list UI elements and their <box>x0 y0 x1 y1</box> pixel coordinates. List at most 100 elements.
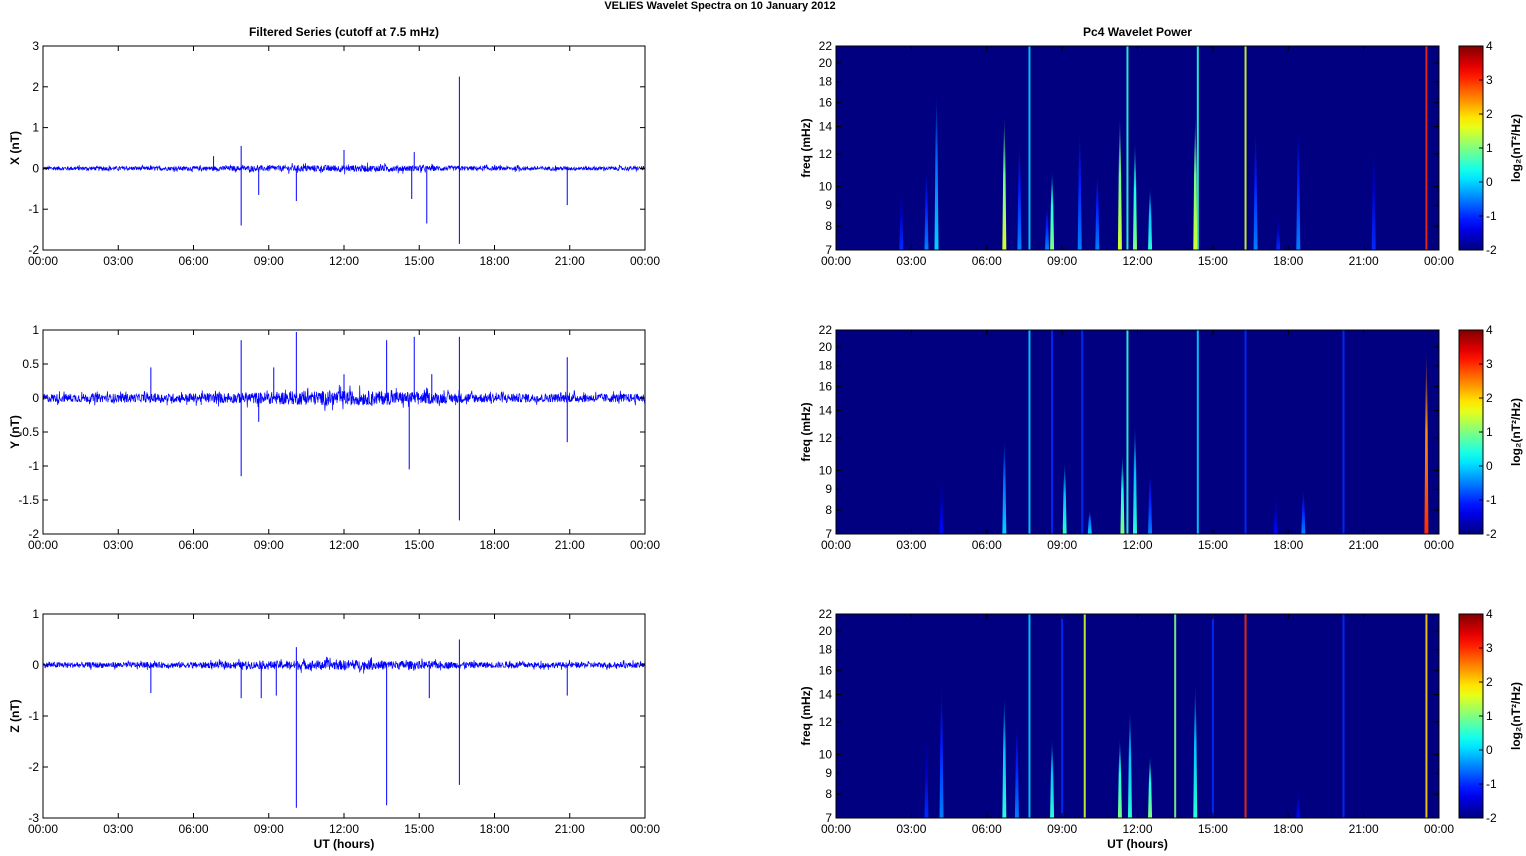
wavelet-power-event <box>939 470 944 534</box>
colorbar-tick-label: 3 <box>1486 641 1493 655</box>
x-tick-label: 03:00 <box>103 254 133 268</box>
wavelet-power-event <box>1083 614 1086 818</box>
y-tick-label: 18 <box>819 359 833 373</box>
wavelet-power-event <box>1425 614 1428 818</box>
y-tick-label: 20 <box>819 56 833 70</box>
y-tick-label: 20 <box>819 340 833 354</box>
y-tick-label: 18 <box>819 643 833 657</box>
x-tick-label: 06:00 <box>178 254 208 268</box>
wavelet-power-event <box>1095 169 1100 250</box>
colorbar-tick-label: 1 <box>1486 425 1493 439</box>
wavelet-power-event <box>1126 330 1129 534</box>
y-tick-label: 18 <box>819 75 833 89</box>
colorbar: -2 -1 0 1 2 3 4 log₂(nT²/Hz) <box>1458 607 1523 825</box>
colorbar-tick-label: -1 <box>1486 493 1497 507</box>
y-tick-label: 2 <box>32 80 39 94</box>
wavelet-power-event <box>1253 126 1258 250</box>
spectrogram-background <box>836 330 1439 534</box>
panel-title: Pc4 Wavelet Power <box>1083 25 1192 39</box>
x-tick-label: 06:00 <box>972 254 1002 268</box>
wavelet-power-event <box>1301 489 1306 534</box>
wavelet-power-event <box>1126 46 1129 250</box>
y-tick-label: 7 <box>825 243 832 257</box>
y-tick-label: 16 <box>819 96 833 110</box>
panel-title: Filtered Series (cutoff at 7.5 mHz) <box>249 25 439 39</box>
colorbar-tick-label: -2 <box>1486 243 1497 257</box>
colorbar-tick-label: 0 <box>1486 175 1493 189</box>
wavelet-power-event <box>1148 186 1153 250</box>
wavelet-power-event <box>1028 46 1031 250</box>
wavelet-power-event <box>939 682 944 818</box>
x-tick-label: 00:00 <box>821 254 851 268</box>
colorbar: -2 -1 0 1 2 3 4 log₂(nT²/Hz) <box>1458 323 1523 541</box>
y-axis-label: X (nT) <box>8 131 22 165</box>
x-tick-label: 09:00 <box>254 822 284 836</box>
x-tick-label: 00:00 <box>28 254 58 268</box>
colorbar-tick-label: 4 <box>1486 323 1493 337</box>
y-tick-label: 7 <box>825 527 832 541</box>
wavelet-power-event <box>1014 721 1019 818</box>
wavelet-power-event <box>1002 114 1007 250</box>
x-tick-label: 00:00 <box>630 538 660 552</box>
x-tick-label: 00:00 <box>821 822 851 836</box>
colorbar-tick-label: 1 <box>1486 141 1493 155</box>
x-tick-label: 12:00 <box>329 254 359 268</box>
y-tick-label: 12 <box>819 431 833 445</box>
wavelet-power-event <box>1193 114 1198 250</box>
colorbar-tick-label: -2 <box>1486 527 1497 541</box>
x-tick-label: 03:00 <box>103 538 133 552</box>
x-tick-label: 06:00 <box>178 822 208 836</box>
colorbar-tick-label: 0 <box>1486 743 1493 757</box>
colorbar-label: log₂(nT²/Hz) <box>1509 398 1523 466</box>
y-tick-label: 12 <box>819 715 833 729</box>
wavelet-power-event <box>1081 330 1084 534</box>
y-tick-label: 9 <box>825 482 832 496</box>
y-tick-label: 22 <box>819 607 833 621</box>
wavelet-power-event <box>1193 682 1198 818</box>
x-tick-label: 12:00 <box>1122 254 1152 268</box>
wavelet-power-event <box>1050 169 1055 250</box>
y-tick-label: 7 <box>825 811 832 825</box>
wavelet-power-event <box>1244 46 1247 250</box>
x-tick-label: 15:00 <box>404 538 434 552</box>
wavelet-power-event <box>1424 346 1429 534</box>
x-tick-label: 09:00 <box>1047 254 1077 268</box>
y-tick-label: -1 <box>28 709 39 723</box>
colorbar: -2 -1 0 1 2 3 4 log₂(nT²/Hz) <box>1458 39 1523 257</box>
x-tick-label: 09:00 <box>254 254 284 268</box>
x-tick-label: 15:00 <box>404 822 434 836</box>
wavelet-power-event <box>924 737 929 818</box>
y-tick-label: -3 <box>28 811 39 825</box>
y-tick-label: 9 <box>825 766 832 780</box>
y-tick-label: 0 <box>32 658 39 672</box>
x-axis-label: UT (hours) <box>314 837 375 851</box>
colorbar-tick-label: 3 <box>1486 357 1493 371</box>
x-tick-label: 18:00 <box>479 254 509 268</box>
wavelet-power-event <box>1244 330 1247 534</box>
wavelet-power-event <box>1342 330 1345 534</box>
x-tick-label: 12:00 <box>1122 538 1152 552</box>
y-tick-label: 10 <box>819 747 833 761</box>
wavelet-power-event <box>1045 205 1050 250</box>
wavelet-power-event <box>924 169 929 250</box>
wavelet-power-event <box>1002 437 1007 534</box>
timeseries-z-panel: -3 -2 -1 0 1 Z (nT) 00:00 03:00 06:00 09:00 12:00 1… <box>8 607 660 851</box>
x-tick-label: 06:00 <box>972 538 1002 552</box>
wavelet-power-event <box>1148 470 1153 534</box>
colorbar-tick-label: 4 <box>1486 607 1493 621</box>
y-tick-label: 10 <box>819 179 833 193</box>
colorbar-tick-label: 2 <box>1486 107 1493 121</box>
wavelet-power-event <box>899 186 904 250</box>
plot-area <box>43 46 645 250</box>
x-tick-label: 18:00 <box>479 538 509 552</box>
y-tick-label: 14 <box>819 120 833 134</box>
x-tick-label: 03:00 <box>896 254 926 268</box>
x-tick-label: 15:00 <box>404 254 434 268</box>
colorbar-tick-label: -1 <box>1486 777 1497 791</box>
x-tick-label: 03:00 <box>896 538 926 552</box>
y-tick-label: 0.5 <box>22 357 39 371</box>
wavelet-power-event <box>1062 461 1067 534</box>
wavelet-power-event <box>1028 614 1031 818</box>
colorbar-tick-label: 2 <box>1486 675 1493 689</box>
